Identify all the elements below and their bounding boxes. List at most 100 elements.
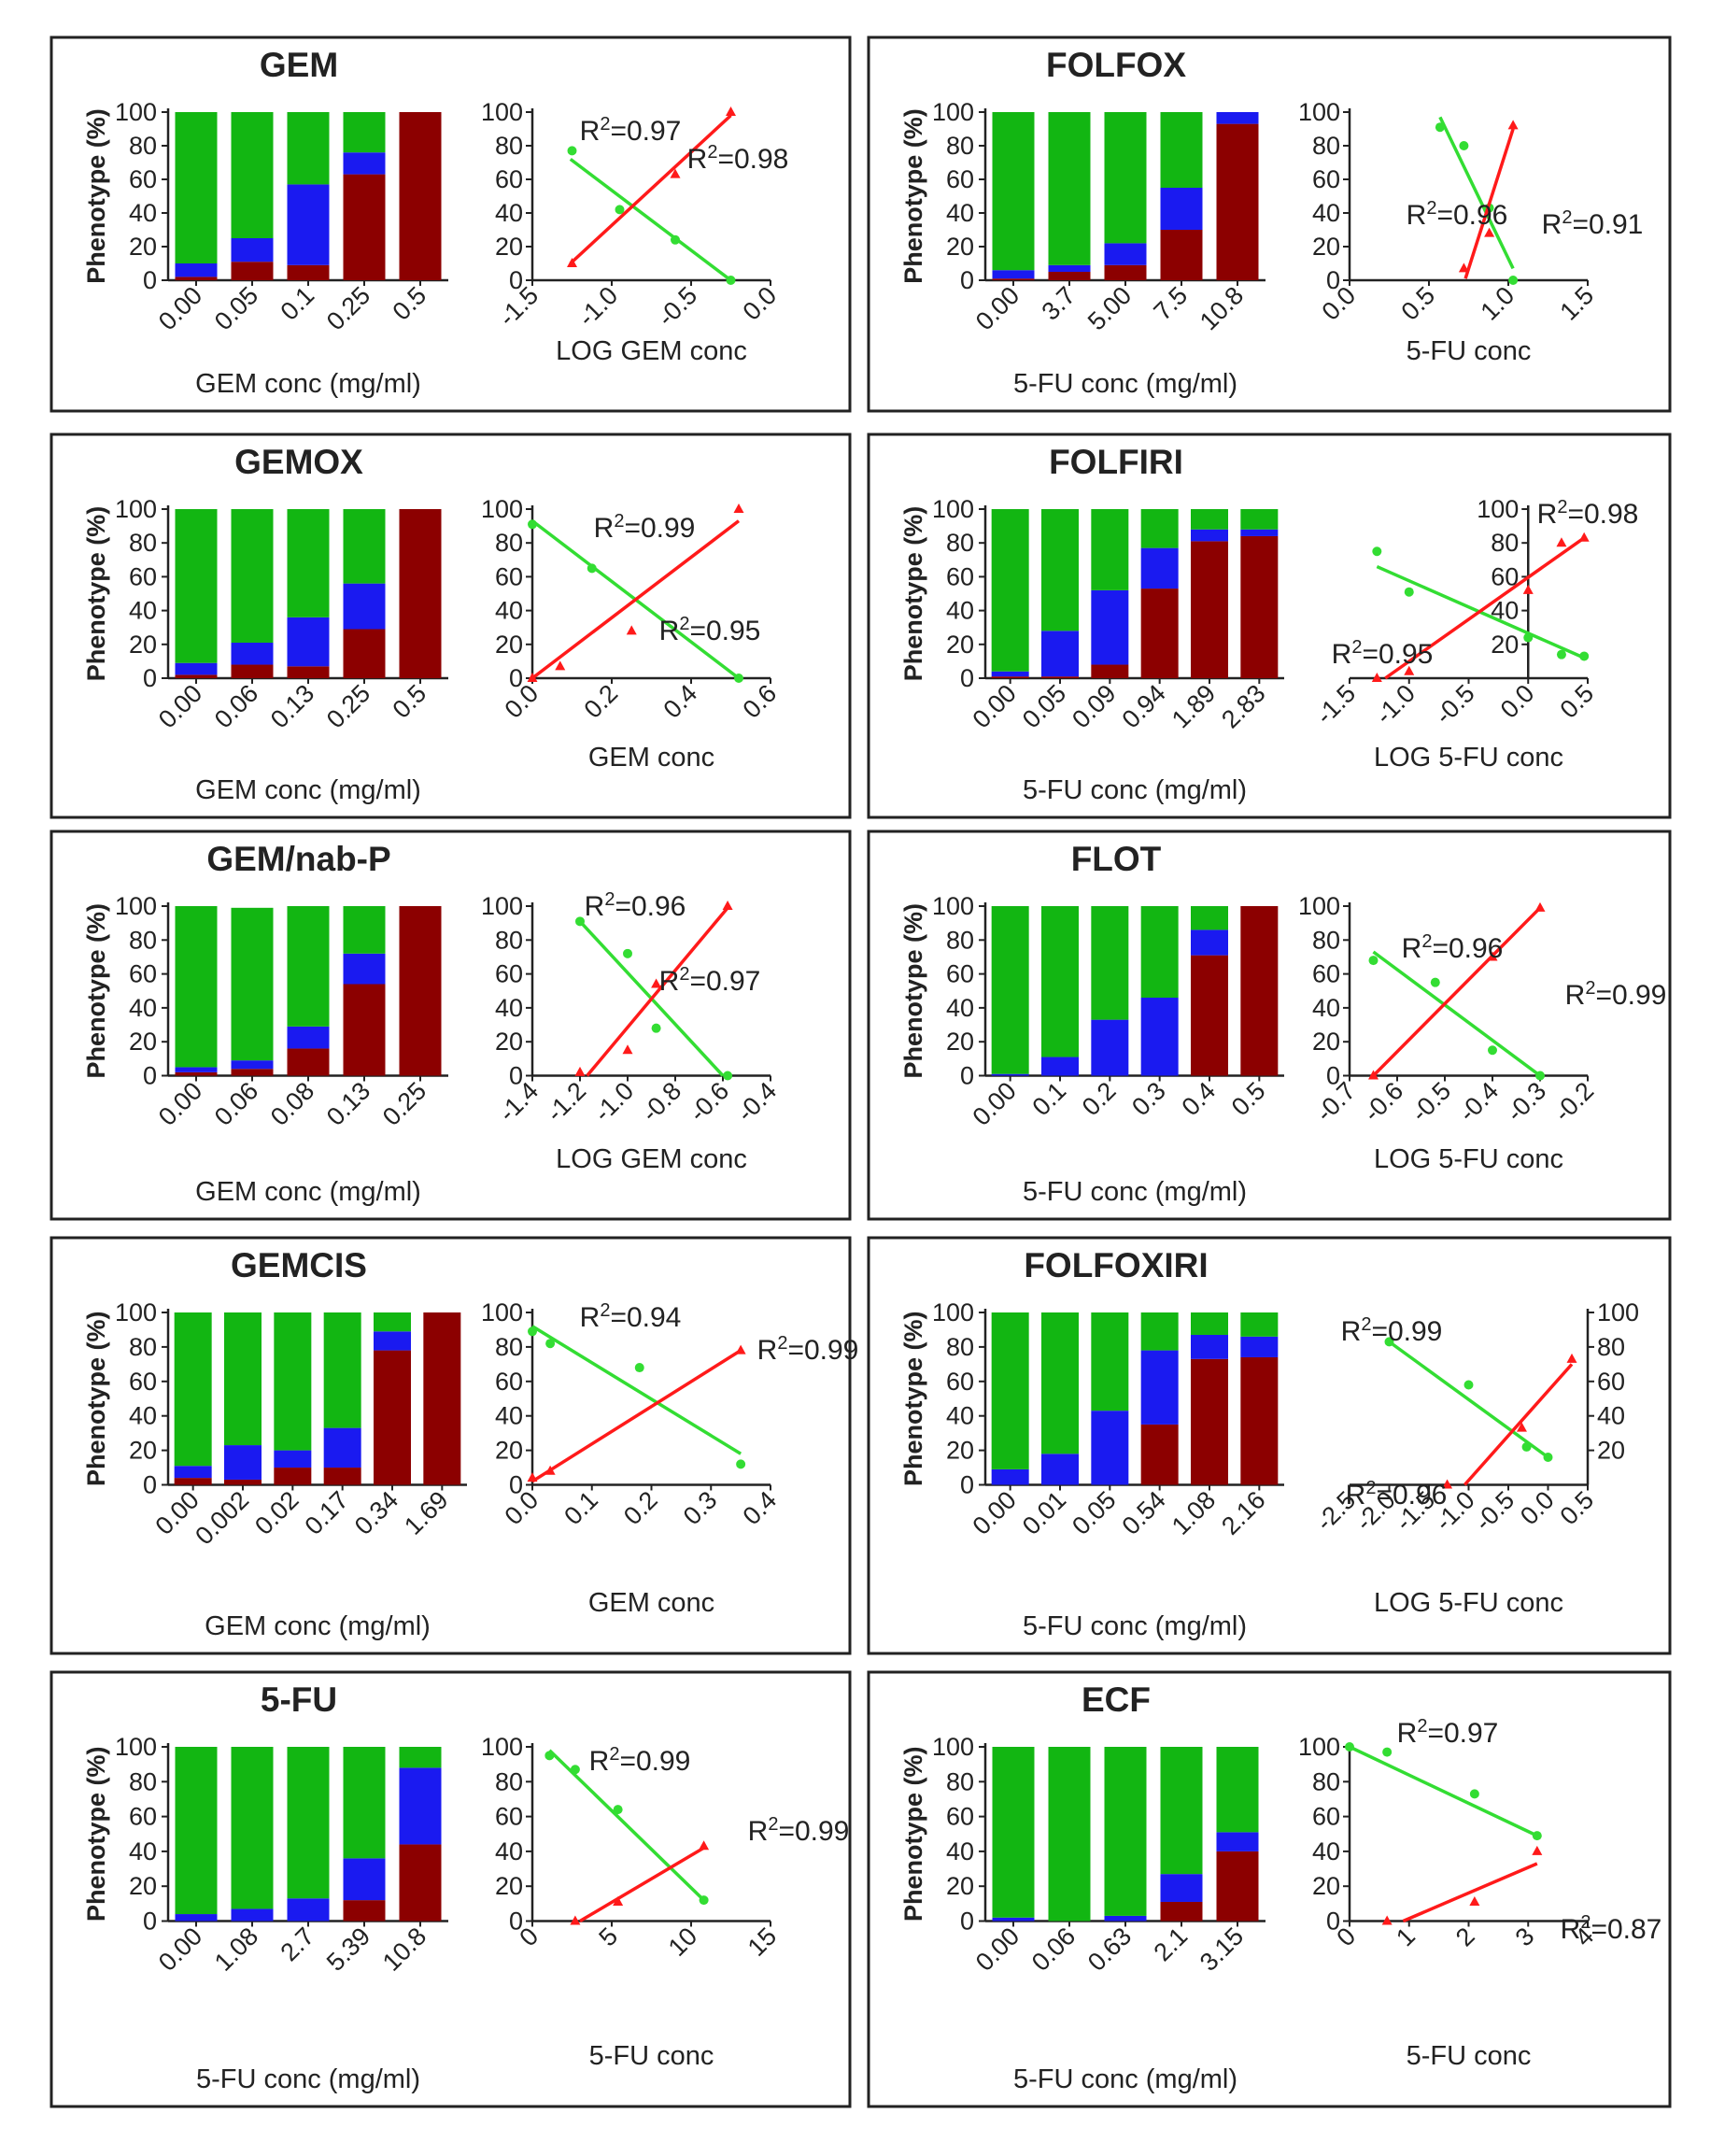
bar-viable	[343, 1747, 386, 1859]
data-point-red	[626, 625, 637, 635]
bar-viable	[287, 906, 330, 1027]
y-tick-label: 100	[932, 98, 974, 126]
y-tick-label: 20	[495, 1437, 523, 1465]
x-axis-label: GEM conc	[588, 743, 714, 773]
data-point-green	[528, 519, 537, 530]
y-tick-label: 0	[143, 1062, 157, 1090]
y-tick-label: 80	[946, 529, 974, 557]
y-tick-label: 40	[946, 1402, 974, 1430]
x-axis-label: GEM conc (mg/ml)	[205, 1611, 431, 1641]
y-tick-label: 20	[1312, 1028, 1340, 1056]
bar-viable	[1160, 1747, 1203, 1875]
r2-label-green: R2=0.96	[1402, 931, 1504, 964]
r2-label-green: R2=0.99	[594, 511, 696, 544]
bar-viable	[231, 112, 274, 238]
y-tick-label: 60	[1597, 1368, 1625, 1396]
panel-title: ECF	[1082, 1681, 1151, 1719]
y-tick-label: 40	[495, 994, 523, 1022]
y-tick-label: 100	[1597, 1298, 1639, 1326]
y-axis-label: Phenotype (%)	[899, 506, 927, 682]
bar-viable	[343, 112, 386, 153]
r2-label-red: R2=0.98	[687, 142, 789, 175]
data-point-green	[1404, 587, 1414, 597]
y-tick-label: 20	[495, 1028, 523, 1056]
y-tick-label: 20	[946, 1437, 974, 1465]
bar-viable	[343, 509, 386, 584]
y-tick-label: 20	[946, 631, 974, 659]
data-point-green	[1435, 122, 1445, 133]
bar-dead	[274, 1468, 312, 1485]
r2-label-green: R2=0.99	[589, 1744, 691, 1777]
y-tick-label: 80	[495, 529, 523, 557]
r2-label-red: R2=0.99	[748, 1814, 850, 1847]
bar-dead	[323, 1468, 361, 1485]
bar-intermediate	[1160, 1874, 1203, 1902]
r2-label-red: R2=0.95	[659, 614, 761, 646]
data-point-green	[1368, 956, 1379, 966]
bar-intermediate	[1191, 1334, 1228, 1359]
bar-viable	[1091, 1312, 1129, 1411]
regression-line-green	[548, 1749, 705, 1902]
x-axis-label: GEM conc (mg/ml)	[195, 369, 421, 399]
panel-title: FOLFIRI	[1049, 443, 1183, 481]
data-point-red	[1404, 665, 1415, 675]
panel-title: 5-FU	[261, 1681, 337, 1719]
data-point-green	[567, 146, 577, 156]
bar-viable	[1041, 906, 1079, 1057]
bar-dead	[1041, 676, 1079, 678]
bar-dead	[287, 666, 330, 678]
bar-viable	[224, 1312, 262, 1446]
bar-intermediate	[1191, 929, 1228, 956]
bar-viable	[991, 509, 1029, 672]
data-point-red	[1532, 1845, 1543, 1855]
data-point-green	[528, 1326, 537, 1337]
bar-viable	[374, 1312, 411, 1332]
y-tick-label: 20	[129, 1872, 157, 1900]
bar-intermediate	[1104, 243, 1147, 265]
bar-intermediate	[174, 1466, 212, 1479]
regression-line-red	[1384, 536, 1586, 680]
bar-dead	[175, 1071, 218, 1076]
data-point-green	[1556, 649, 1566, 660]
y-tick-label: 100	[115, 1298, 157, 1326]
bar-intermediate	[1240, 1336, 1279, 1357]
bar-intermediate	[343, 953, 386, 985]
y-axis-label: Phenotype (%)	[82, 506, 110, 682]
regression-line-red	[531, 1349, 742, 1483]
bar-viable	[992, 1747, 1035, 1918]
bar-intermediate	[1041, 631, 1079, 677]
y-tick-label: 60	[946, 165, 974, 193]
bar-intermediate	[1140, 998, 1179, 1076]
data-point-green	[1345, 1742, 1354, 1752]
data-point-green	[1430, 977, 1440, 987]
y-tick-label: 20	[1597, 1437, 1625, 1465]
y-tick-label: 0	[143, 664, 157, 692]
data-point-green	[570, 1765, 580, 1775]
regression-line-green	[569, 158, 732, 282]
bar-viable	[1140, 906, 1179, 999]
y-tick-label: 60	[495, 1803, 523, 1831]
y-tick-label: 80	[495, 1767, 523, 1795]
bar-intermediate	[1140, 547, 1179, 589]
data-point-green	[1459, 141, 1469, 150]
x-axis-label: 5-FU conc	[1407, 2041, 1532, 2071]
data-point-red	[1578, 532, 1590, 542]
y-tick-label: 0	[960, 1471, 974, 1499]
bar-viable	[1191, 509, 1228, 530]
regression-line-green	[1349, 1745, 1538, 1837]
regression-line-red	[579, 1846, 705, 1923]
y-tick-label: 20	[1312, 233, 1340, 261]
data-point-red	[670, 168, 681, 178]
bar-intermediate	[231, 1908, 274, 1922]
panel-border	[867, 1670, 1672, 2108]
y-tick-label: 20	[129, 1437, 157, 1465]
y-tick-label: 40	[495, 199, 523, 227]
regression-line-red	[1372, 906, 1542, 1077]
y-tick-label: 100	[932, 495, 974, 523]
bar-viable	[399, 1747, 442, 1768]
data-point-red	[527, 1472, 538, 1482]
